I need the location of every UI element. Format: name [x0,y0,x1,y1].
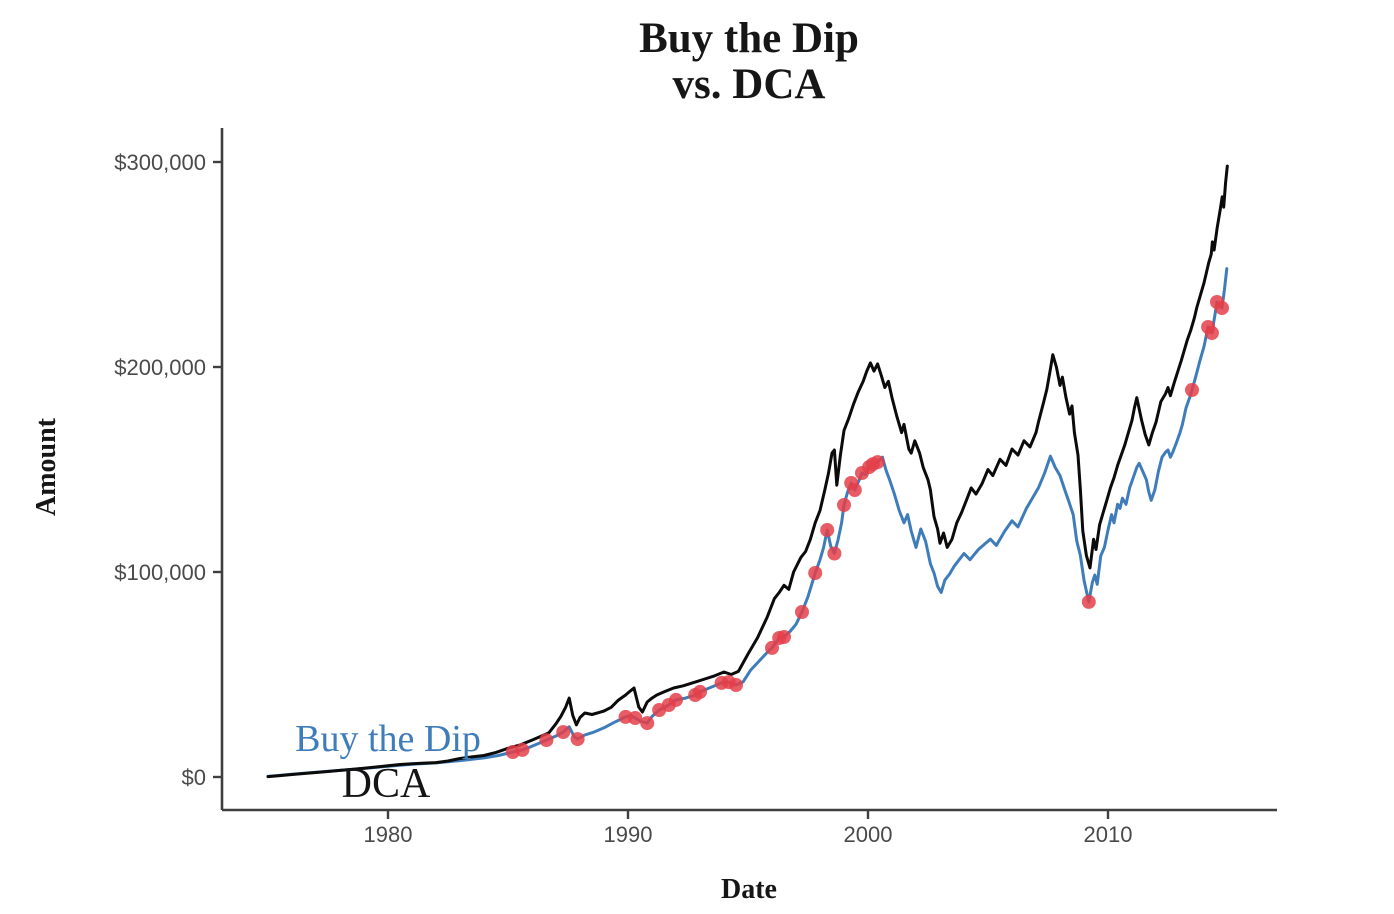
dip-purchase-dot [837,498,851,512]
dip-purchase-dot [808,566,823,580]
dip-purchase-dot [640,716,655,731]
series-label-dca: DCA [341,761,431,807]
chart-title: Buy the Dip vs. DCA [639,15,859,108]
dip-purchase-dot [1215,301,1229,315]
dip-purchase-dot [820,523,835,537]
y-tick-label: $300,000 [114,150,206,175]
y-tick-label: $0 [182,765,206,790]
series-label-buy-the-dip: Buy the Dip [295,718,481,760]
dip-purchase-dot [1185,383,1199,397]
axes: $0 $100,000 $200,000 $300,000 1980 1990 2000 20… [114,128,1277,847]
series-lines [266,164,1229,779]
dip-purchase-dot [693,684,707,699]
dip-purchase-dot [827,546,842,561]
dip-purchase-dot [1204,326,1219,340]
y-tick-label: $100,000 [114,560,206,585]
dip-purchase-dot [556,725,571,740]
dip-purchase-dot [765,640,779,655]
x-axis-title: Date [721,874,777,905]
chart-title-line2: vs. DCA [672,61,826,108]
dip-purchase-dot [847,483,862,497]
y-tick-label: $200,000 [114,355,206,380]
dip-purchase-dot [1081,594,1096,609]
dip-purchase-dot [777,630,791,644]
y-axis-title: Amount [31,417,62,517]
dip-purchase-dot [628,711,643,725]
dip-dots [505,295,1229,759]
dip-purchase-dot [539,733,554,748]
dca-line [266,164,1229,779]
x-tick-label: 2010 [1084,822,1133,847]
x-tick-label: 1990 [604,822,653,847]
chart-title-line1: Buy the Dip [639,15,859,62]
dip-purchase-dot [570,732,585,747]
dip-purchase-dot [729,678,743,692]
x-tick-label: 2000 [844,822,893,847]
x-tick-label: 1980 [364,822,413,847]
dip-purchase-dot [515,742,530,757]
dip-purchase-dot [669,692,683,707]
dip-purchase-dot [870,455,885,470]
dip-purchase-dot [795,605,809,619]
